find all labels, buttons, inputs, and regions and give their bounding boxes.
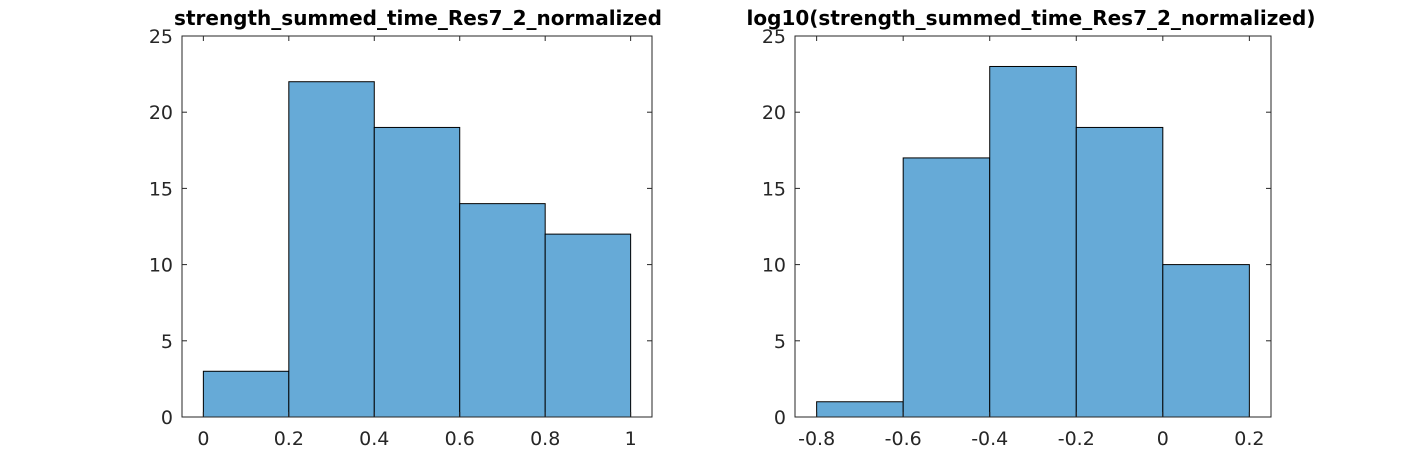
x-tick-label-right-4: 0 [1157,428,1169,450]
bar-right-4 [1162,264,1250,418]
y-tick-label-left-3: 15 [149,178,173,200]
x-tick-label-right-0: -0.8 [798,428,835,450]
axes-box-left [181,35,653,418]
y-tick-label-right-2: 10 [762,255,786,277]
x-tick-label-left-1: 0.2 [274,428,304,450]
bar-right-3 [1075,126,1164,418]
x-tick-label-left-4: 0.8 [530,428,560,450]
x-tick-label-right-3: -0.2 [1058,428,1095,450]
x-tick-label-right-2: -0.4 [971,428,1008,450]
bar-right-1 [902,157,991,418]
y-tick-label-left-2: 10 [149,255,173,277]
y-tick-label-right-1: 5 [774,331,786,353]
y-tick-label-right-0: 0 [774,407,786,429]
x-tick-label-left-2: 0.4 [359,428,389,450]
x-tick-label-left-5: 1 [625,428,637,450]
axes-box-right [794,35,1272,418]
bar-left-0 [202,370,290,418]
y-tick-label-left-0: 0 [161,407,173,429]
bar-right-2 [989,65,1077,418]
chart-title-right: log10(strength_summed_time_Res7_2_normal… [747,6,1316,30]
chart-title-left: strength_summed_time_Res7_2_normalized [174,6,662,30]
bar-left-3 [459,203,546,418]
x-tick-label-left-0: 0 [197,428,209,450]
y-tick-label-left-1: 5 [161,331,173,353]
y-tick-label-right-3: 15 [762,178,786,200]
bar-left-1 [288,81,375,418]
x-tick-label-left-3: 0.6 [445,428,475,450]
histogram-left: strength_summed_time_Res7_2_normalized 0… [149,6,662,450]
y-tick-label-right-4: 20 [762,102,786,124]
y-tick-label-right-5: 25 [762,26,786,48]
bar-left-2 [373,126,461,418]
histogram-right: log10(strength_summed_time_Res7_2_normal… [747,6,1316,450]
x-tick-label-right-5: 0.2 [1234,428,1264,450]
bar-left-4 [544,233,632,418]
x-tick-label-right-1: -0.6 [885,428,922,450]
y-tick-label-left-5: 25 [149,26,173,48]
y-tick-label-left-4: 20 [149,102,173,124]
bar-right-0 [816,401,904,418]
